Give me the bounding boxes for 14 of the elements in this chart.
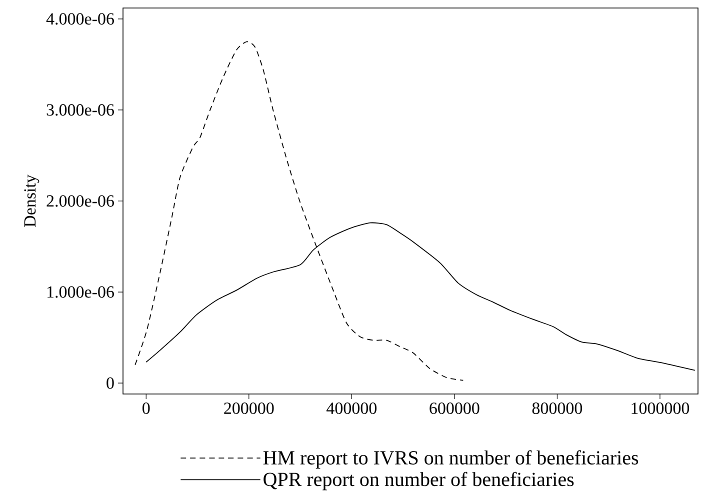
y-tick-label: 2.000e-06 (46, 195, 114, 207)
y-tick-label: 0 (106, 377, 114, 389)
legend-label: HM report to IVRS on number of beneficiaries (263, 450, 638, 469)
x-tick-label: 800000 (532, 402, 582, 414)
legend-label: QPR report on number of beneficiaries (264, 472, 574, 490)
y-tick-label: 1.000e-06 (48, 286, 114, 298)
x-tick-label: 400000 (326, 402, 377, 414)
x-tick-label: 1000000 (632, 402, 690, 414)
x-tick-label: 200000 (224, 402, 274, 414)
y-tick-label: 4.000e-06 (46, 13, 114, 25)
x-tick-label: 600000 (430, 402, 480, 414)
x-tick-label: 0 (142, 402, 150, 414)
y-axis-title: Density (24, 174, 40, 227)
y-tick-label: 3.000e-06 (46, 104, 114, 116)
